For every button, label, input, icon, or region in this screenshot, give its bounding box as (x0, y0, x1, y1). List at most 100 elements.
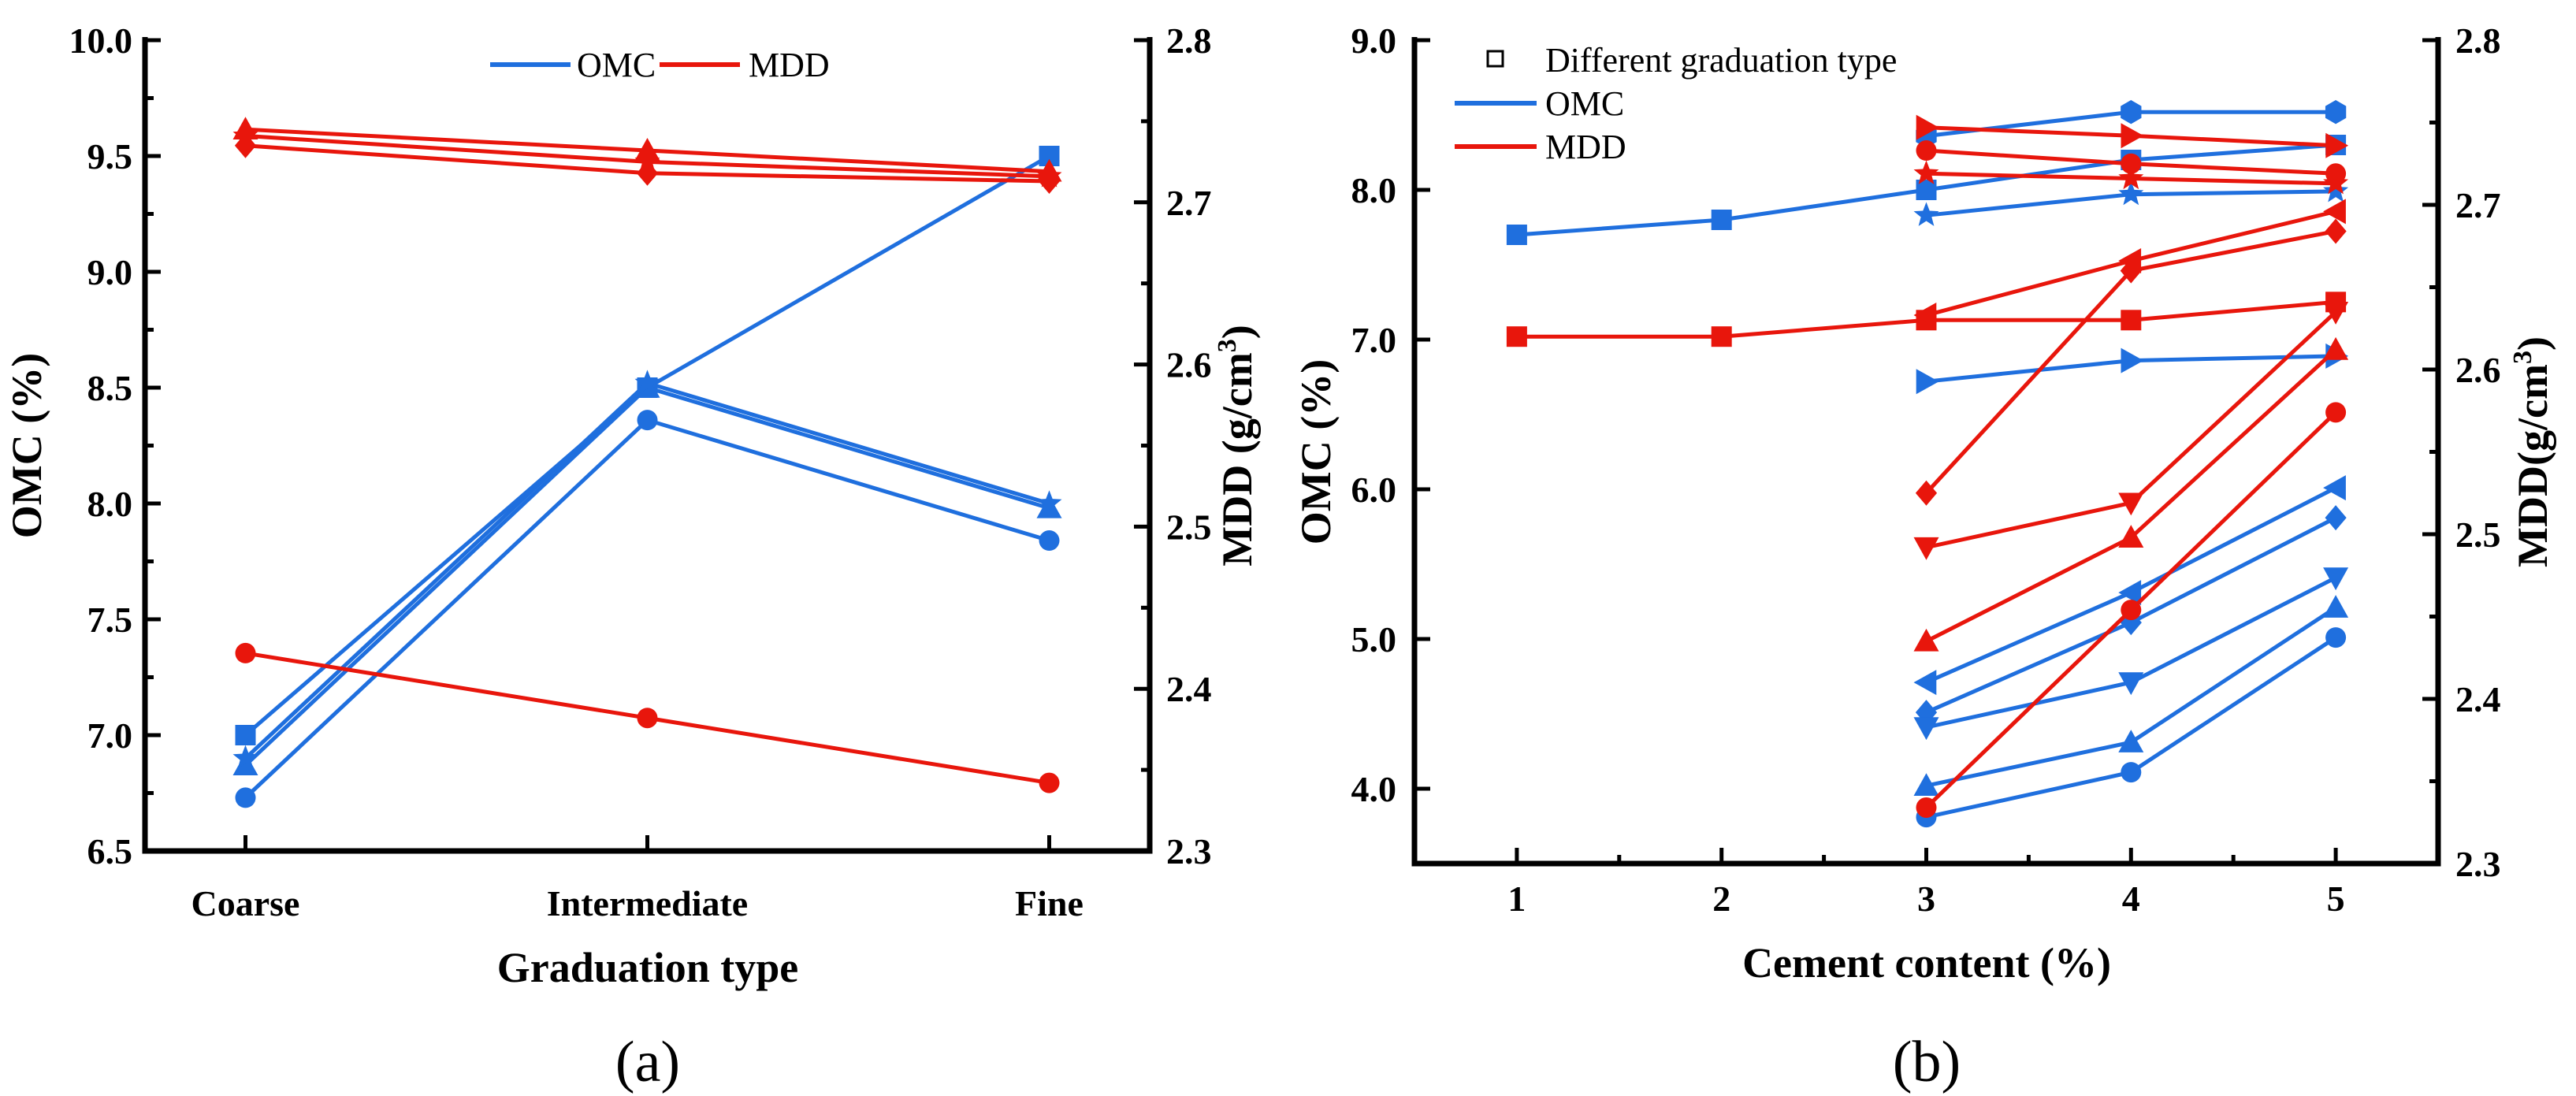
y-tick-label: 10.0 (69, 20, 133, 61)
y2-axis-label-main: MDD (g/cm (1214, 352, 1261, 566)
marker-triangle-up (232, 752, 258, 776)
y-tick-label: 9.0 (87, 252, 133, 292)
y-axis-label: OMC (%) (3, 353, 50, 538)
marker-circle (235, 787, 256, 808)
marker-triangle-right (1916, 369, 1939, 395)
y2-axis-label-close: ) (1214, 325, 1261, 339)
y2-tick-label: 2.3 (2455, 844, 2501, 884)
marker-star (2323, 170, 2349, 195)
x-tick-label: Fine (1015, 883, 1084, 923)
y-tick-label: 5.0 (1351, 619, 1397, 659)
legend-mdd-label: MDD (1545, 128, 1626, 166)
y2-tick-label: 2.4 (1166, 669, 1212, 709)
x-axis-label: Cement content (%) (1742, 939, 2111, 986)
marker-triangle-left (1913, 303, 1937, 329)
y-tick-label: 7.5 (87, 600, 133, 640)
marker-triangle-up (1913, 628, 1939, 652)
marker-circle (2121, 762, 2142, 783)
marker-triangle-down (1913, 537, 1939, 560)
series-line-omc-triangle-left (1925, 485, 2337, 685)
marker-diamond (1915, 480, 1938, 506)
marker-star (2118, 180, 2144, 206)
marker-triangle-down (1913, 717, 1939, 741)
series-group (1506, 100, 2349, 828)
x-tick-label: Coarse (191, 883, 300, 923)
marker-triangle-up (2118, 730, 2144, 752)
marker-hexagon (2325, 100, 2347, 124)
legend: Different graduation type OMC MDD (1455, 41, 1897, 166)
marker-triangle-up (2323, 336, 2349, 360)
x-tick-label: 3 (1917, 879, 1935, 919)
marker-star (2323, 178, 2349, 202)
marker-star (634, 370, 660, 394)
marker-triangle-left (1913, 670, 1937, 696)
marker-triangle-left (2118, 580, 2142, 606)
marker-circle (235, 642, 256, 663)
panel-label: (b) (1893, 1030, 1961, 1094)
marker-circle (637, 410, 658, 431)
marker-diamond (2120, 258, 2142, 284)
marker-triangle-down (2323, 567, 2349, 591)
legend-graduation-square-icon (1486, 50, 1504, 68)
marker-square (1711, 326, 1732, 347)
marker-circle (2121, 153, 2142, 174)
marker-star (232, 745, 258, 769)
marker-triangle-down (2118, 492, 2144, 516)
marker-star (2118, 165, 2144, 190)
y2-tick-label: 2.8 (2455, 20, 2501, 61)
marker-hexagon (2121, 100, 2142, 124)
chart-panel-b: 4.0 5.0 6.0 7.0 8.0 9.0 2.3 2.4 2.5 2.6 2.7 2.8 1 2 3 4… (1292, 20, 2556, 1094)
x-tick-label: 4 (2122, 879, 2140, 919)
y2-axis-label: MDD (g/cm3) (1213, 325, 1261, 566)
marker-circle (1039, 530, 1060, 552)
marker-triangle-up (2118, 525, 2144, 548)
y-tick-label: 7.0 (87, 715, 133, 756)
y2-tick-label: 2.3 (1166, 831, 1212, 871)
marker-diamond (234, 132, 257, 158)
series-line-omc-star (243, 381, 1050, 760)
y2-axis-label-superscript: 3 (2508, 351, 2537, 364)
marker-triangle-right (2121, 347, 2144, 373)
marker-triangle-left (2323, 475, 2346, 501)
y2-axis-label: MDD(g/cm3) (2508, 336, 2556, 567)
marker-triangle-left (2323, 199, 2346, 225)
series-line-omc-circle (243, 418, 1050, 800)
y2-tick-label: 2.6 (1166, 345, 1212, 385)
marker-star (1913, 202, 1939, 226)
marker-circle (2325, 627, 2347, 648)
legend-omc-label: OMC (1545, 84, 1624, 123)
y-tick-label: 7.0 (1351, 320, 1397, 360)
y-axis-label: OMC (%) (1292, 359, 1340, 544)
panel-label: (a) (615, 1030, 680, 1094)
y-tick-label: 8.0 (1351, 170, 1397, 210)
marker-triangle-up (2323, 595, 2349, 618)
marker-circle (2325, 402, 2347, 423)
marker-star (1913, 160, 1939, 184)
y2-tick-label: 2.5 (2455, 515, 2501, 555)
x-tick-label: Intermediate (547, 883, 748, 923)
marker-square (2121, 310, 2142, 331)
marker-triangle-down (2323, 302, 2349, 325)
marker-triangle-up (1913, 773, 1939, 796)
legend-mdd-label: MDD (749, 46, 830, 84)
marker-triangle-right (2121, 123, 2144, 149)
marker-circle (1916, 797, 1937, 818)
marker-diamond (636, 160, 659, 186)
series-line-omc-circle (1925, 636, 2337, 819)
marker-star (634, 148, 660, 173)
y2-tick-label: 2.8 (1166, 20, 1212, 61)
marker-circle (2121, 600, 2142, 621)
marker-square (1506, 326, 1527, 347)
marker-circle (637, 708, 658, 729)
legend-omc-label: OMC (577, 46, 656, 84)
marker-diamond (1038, 169, 1061, 195)
legend-graduation-label: Different graduation type (1545, 41, 1897, 80)
y-tick-label: 9.5 (87, 136, 133, 176)
x-tick-label: 1 (1507, 879, 1526, 919)
y-tick-label: 4.0 (1351, 769, 1397, 809)
y2-tick-label: 2.5 (1166, 507, 1212, 547)
marker-circle (1916, 140, 1937, 162)
marker-diamond (2325, 505, 2347, 531)
y-tick-label: 6.0 (1351, 470, 1397, 510)
y2-axis-label-superscript: 3 (1213, 339, 1242, 352)
